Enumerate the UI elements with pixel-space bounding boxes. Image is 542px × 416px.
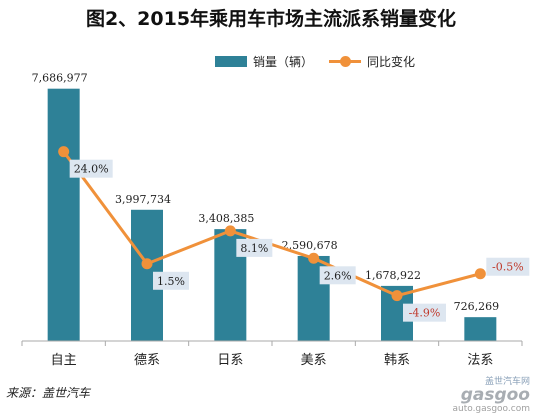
legend-label-yoy: 同比变化 xyxy=(367,54,416,69)
x-tick-label-0: 自主 xyxy=(51,353,77,368)
x-tick-label-1: 德系 xyxy=(134,353,160,368)
watermark-cn: 盖世汽车网 xyxy=(484,377,530,387)
yoy-point-3 xyxy=(308,252,320,264)
x-tick-label-3: 美系 xyxy=(301,353,327,368)
bar-5 xyxy=(464,317,497,341)
legend-swatch-bar xyxy=(215,55,247,67)
legend-swatch-line xyxy=(329,55,362,67)
yoy-value-label-1: 1.5% xyxy=(157,275,185,288)
x-tick-label-5: 法系 xyxy=(467,353,493,368)
watermark-url: auto.gasgoo.com xyxy=(452,404,530,414)
chart-legend: 销量（辆） 同比变化 xyxy=(215,51,431,71)
x-tick-label-2: 日系 xyxy=(217,353,243,368)
yoy-value-label-5: -0.5% xyxy=(492,261,524,274)
legend-label-sales: 销量（辆） xyxy=(253,54,314,69)
yoy-value-label-3: 2.6% xyxy=(324,269,352,282)
yoy-label-box-2 xyxy=(236,238,273,257)
x-tick-label-4: 韩系 xyxy=(384,353,410,368)
source-note: 来源：盖世汽车 xyxy=(6,386,91,400)
yoy-label-box-4 xyxy=(403,303,446,322)
watermark-brand: gasgoo xyxy=(460,385,530,405)
yoy-label-box-1 xyxy=(153,271,189,290)
legend-item-yoy: 同比变化 xyxy=(329,53,415,70)
yoy-label-box-3 xyxy=(319,266,356,285)
yoy-point-1 xyxy=(141,258,153,270)
yoy-label-box-5 xyxy=(486,257,530,276)
chart-title: 图2、2015年乘用车市场主流派系销量变化 xyxy=(85,8,457,30)
yoy-point-2 xyxy=(224,225,236,237)
watermark-logo: 盖世汽车网 gasgoo auto.gasgoo.com xyxy=(434,374,530,414)
legend-item-sales: 销量（辆） xyxy=(215,53,313,70)
yoy-value-label-0: 24.0% xyxy=(74,163,109,176)
bar-0 xyxy=(47,88,80,342)
yoy-point-5 xyxy=(474,268,486,280)
yoy-point-4 xyxy=(391,290,403,302)
yoy-point-0 xyxy=(58,146,70,158)
bar-value-label-1: 3,997,734 xyxy=(115,193,171,206)
bar-value-label-5: 726,269 xyxy=(454,300,500,313)
bar-value-label-0: 7,686,977 xyxy=(32,72,88,85)
yoy-value-label-4: -4.9% xyxy=(409,307,441,320)
bar-value-label-3: 2,590,678 xyxy=(282,239,338,252)
yoy-label-box-0 xyxy=(69,159,113,178)
yoy-value-label-2: 8.1% xyxy=(240,242,268,255)
bar-value-label-2: 3,408,385 xyxy=(198,212,254,225)
bar-value-label-4: 1,678,922 xyxy=(365,269,421,282)
